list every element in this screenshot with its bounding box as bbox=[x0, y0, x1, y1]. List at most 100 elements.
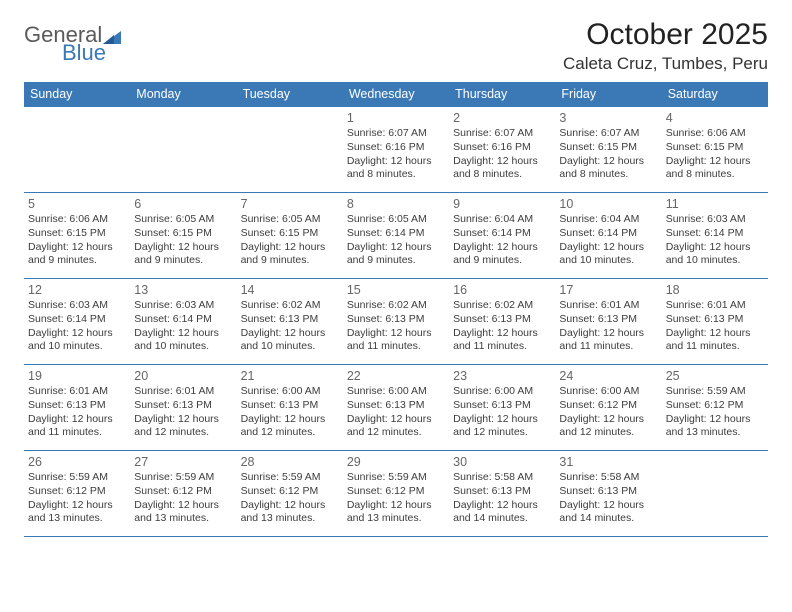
day-cell: 2Sunrise: 6:07 AMSunset: 6:16 PMDaylight… bbox=[449, 107, 555, 193]
day-number: 7 bbox=[241, 196, 339, 212]
day-info-line: and 14 minutes. bbox=[559, 512, 657, 526]
empty-cell bbox=[662, 451, 768, 537]
calendar-table: SundayMondayTuesdayWednesdayThursdayFrid… bbox=[24, 82, 768, 537]
day-info-line: Sunrise: 5:59 AM bbox=[666, 385, 764, 399]
day-info-line: Daylight: 12 hours bbox=[453, 155, 551, 169]
day-info-line: Sunrise: 6:07 AM bbox=[453, 127, 551, 141]
day-info-line: Sunrise: 6:03 AM bbox=[28, 299, 126, 313]
day-info-line: and 9 minutes. bbox=[134, 254, 232, 268]
day-info-line: and 10 minutes. bbox=[241, 340, 339, 354]
day-info-line: Daylight: 12 hours bbox=[241, 499, 339, 513]
day-cell: 21Sunrise: 6:00 AMSunset: 6:13 PMDayligh… bbox=[237, 365, 343, 451]
day-info-line: and 8 minutes. bbox=[559, 168, 657, 182]
day-info-line: Sunset: 6:12 PM bbox=[28, 485, 126, 499]
day-info-line: Sunset: 6:16 PM bbox=[453, 141, 551, 155]
logo: GeneralBlue bbox=[24, 24, 123, 64]
day-info-line: and 11 minutes. bbox=[453, 340, 551, 354]
day-number: 29 bbox=[347, 454, 445, 470]
day-cell: 22Sunrise: 6:00 AMSunset: 6:13 PMDayligh… bbox=[343, 365, 449, 451]
day-info-line: Sunset: 6:13 PM bbox=[453, 399, 551, 413]
day-number: 30 bbox=[453, 454, 551, 470]
day-number: 19 bbox=[28, 368, 126, 384]
header: GeneralBlue October 2025 Caleta Cruz, Tu… bbox=[24, 18, 768, 74]
calendar-body: 1Sunrise: 6:07 AMSunset: 6:16 PMDaylight… bbox=[24, 107, 768, 537]
day-cell: 25Sunrise: 5:59 AMSunset: 6:12 PMDayligh… bbox=[662, 365, 768, 451]
day-info-line: Sunrise: 6:02 AM bbox=[347, 299, 445, 313]
day-info-line: and 10 minutes. bbox=[28, 340, 126, 354]
day-info-line: Sunrise: 6:04 AM bbox=[559, 213, 657, 227]
day-number: 2 bbox=[453, 110, 551, 126]
day-info-line: Sunset: 6:13 PM bbox=[241, 313, 339, 327]
day-info-line: Sunset: 6:12 PM bbox=[559, 399, 657, 413]
day-info-line: and 9 minutes. bbox=[241, 254, 339, 268]
day-number: 25 bbox=[666, 368, 764, 384]
day-info-line: Sunset: 6:14 PM bbox=[28, 313, 126, 327]
day-header-friday: Friday bbox=[555, 82, 661, 107]
month-title: October 2025 bbox=[563, 18, 768, 52]
day-info-line: Sunrise: 6:05 AM bbox=[241, 213, 339, 227]
day-info-line: Daylight: 12 hours bbox=[666, 155, 764, 169]
day-info-line: and 13 minutes. bbox=[347, 512, 445, 526]
day-info-line: Daylight: 12 hours bbox=[559, 499, 657, 513]
day-info-line: Daylight: 12 hours bbox=[134, 413, 232, 427]
day-cell: 28Sunrise: 5:59 AMSunset: 6:12 PMDayligh… bbox=[237, 451, 343, 537]
day-info-line: Sunset: 6:13 PM bbox=[28, 399, 126, 413]
day-info-line: Sunrise: 6:05 AM bbox=[347, 213, 445, 227]
day-info-line: Daylight: 12 hours bbox=[666, 413, 764, 427]
day-cell: 7Sunrise: 6:05 AMSunset: 6:15 PMDaylight… bbox=[237, 193, 343, 279]
day-info-line: Sunset: 6:12 PM bbox=[134, 485, 232, 499]
day-info-line: Sunset: 6:13 PM bbox=[347, 399, 445, 413]
day-number: 23 bbox=[453, 368, 551, 384]
day-cell: 18Sunrise: 6:01 AMSunset: 6:13 PMDayligh… bbox=[662, 279, 768, 365]
day-info-line: Sunrise: 5:59 AM bbox=[28, 471, 126, 485]
day-cell: 4Sunrise: 6:06 AMSunset: 6:15 PMDaylight… bbox=[662, 107, 768, 193]
day-info-line: Daylight: 12 hours bbox=[134, 241, 232, 255]
day-header-wednesday: Wednesday bbox=[343, 82, 449, 107]
day-info-line: Sunrise: 6:06 AM bbox=[28, 213, 126, 227]
day-info-line: Sunset: 6:15 PM bbox=[134, 227, 232, 241]
day-number: 31 bbox=[559, 454, 657, 470]
day-info-line: Daylight: 12 hours bbox=[666, 327, 764, 341]
day-info-line: and 11 minutes. bbox=[666, 340, 764, 354]
day-cell: 12Sunrise: 6:03 AMSunset: 6:14 PMDayligh… bbox=[24, 279, 130, 365]
day-number: 26 bbox=[28, 454, 126, 470]
day-info-line: Sunset: 6:15 PM bbox=[666, 141, 764, 155]
day-header-tuesday: Tuesday bbox=[237, 82, 343, 107]
day-cell: 15Sunrise: 6:02 AMSunset: 6:13 PMDayligh… bbox=[343, 279, 449, 365]
day-info-line: Daylight: 12 hours bbox=[347, 155, 445, 169]
day-number: 28 bbox=[241, 454, 339, 470]
day-info-line: Sunset: 6:13 PM bbox=[347, 313, 445, 327]
day-info-line: and 10 minutes. bbox=[559, 254, 657, 268]
day-info-line: Sunrise: 6:03 AM bbox=[134, 299, 232, 313]
day-info-line: and 9 minutes. bbox=[347, 254, 445, 268]
day-header-saturday: Saturday bbox=[662, 82, 768, 107]
day-info-line: Sunrise: 5:58 AM bbox=[453, 471, 551, 485]
day-info-line: Sunrise: 6:07 AM bbox=[559, 127, 657, 141]
day-cell: 11Sunrise: 6:03 AMSunset: 6:14 PMDayligh… bbox=[662, 193, 768, 279]
day-info-line: and 14 minutes. bbox=[453, 512, 551, 526]
day-info-line: and 13 minutes. bbox=[241, 512, 339, 526]
week-row: 5Sunrise: 6:06 AMSunset: 6:15 PMDaylight… bbox=[24, 193, 768, 279]
week-row: 12Sunrise: 6:03 AMSunset: 6:14 PMDayligh… bbox=[24, 279, 768, 365]
day-cell: 14Sunrise: 6:02 AMSunset: 6:13 PMDayligh… bbox=[237, 279, 343, 365]
day-info-line: and 13 minutes. bbox=[666, 426, 764, 440]
day-cell: 24Sunrise: 6:00 AMSunset: 6:12 PMDayligh… bbox=[555, 365, 661, 451]
day-info-line: and 12 minutes. bbox=[559, 426, 657, 440]
day-info-line: Sunset: 6:13 PM bbox=[453, 313, 551, 327]
day-number: 3 bbox=[559, 110, 657, 126]
day-number: 16 bbox=[453, 282, 551, 298]
day-info-line: and 10 minutes. bbox=[666, 254, 764, 268]
week-row: 1Sunrise: 6:07 AMSunset: 6:16 PMDaylight… bbox=[24, 107, 768, 193]
day-cell: 9Sunrise: 6:04 AMSunset: 6:14 PMDaylight… bbox=[449, 193, 555, 279]
week-row: 19Sunrise: 6:01 AMSunset: 6:13 PMDayligh… bbox=[24, 365, 768, 451]
day-info-line: and 8 minutes. bbox=[453, 168, 551, 182]
day-cell: 20Sunrise: 6:01 AMSunset: 6:13 PMDayligh… bbox=[130, 365, 236, 451]
day-cell: 26Sunrise: 5:59 AMSunset: 6:12 PMDayligh… bbox=[24, 451, 130, 537]
day-info-line: Sunset: 6:12 PM bbox=[241, 485, 339, 499]
day-info-line: Sunrise: 6:02 AM bbox=[453, 299, 551, 313]
day-cell: 13Sunrise: 6:03 AMSunset: 6:14 PMDayligh… bbox=[130, 279, 236, 365]
day-number: 27 bbox=[134, 454, 232, 470]
day-info-line: and 12 minutes. bbox=[134, 426, 232, 440]
day-info-line: Sunset: 6:14 PM bbox=[666, 227, 764, 241]
day-info-line: Daylight: 12 hours bbox=[453, 499, 551, 513]
